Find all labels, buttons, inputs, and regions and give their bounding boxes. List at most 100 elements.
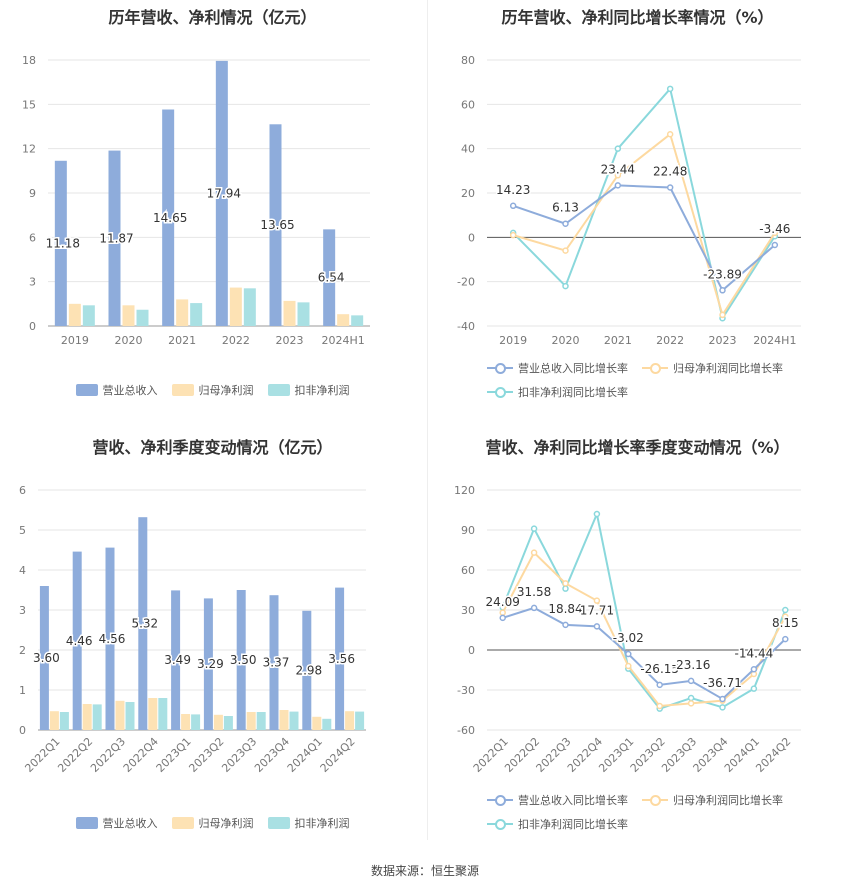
y-tick-label: 60 [461, 98, 475, 111]
x-tick-label: 2023Q4 [252, 735, 292, 775]
bar-net-profit [49, 711, 59, 730]
x-tick-label: 2023Q1 [154, 735, 194, 775]
legend-deducted-profit[interactable]: 扣非净利润 [267, 815, 350, 831]
quarterly-revenue-profit-chart: 0 1 2 3 4 5 6 3.60 2022Q1 4.46 2022Q2 4.56 2022Q3 5.3… [19, 484, 366, 775]
bar-net-profit [68, 303, 81, 326]
legend-revenue-growth[interactable]: 营业总收入同比增长率 [487, 360, 628, 376]
data-label: 17.94 [207, 186, 241, 200]
bar-deducted-profit [59, 712, 69, 730]
x-tick-label: 2022Q3 [88, 735, 128, 775]
legend-revenue[interactable]: 营业总收入 [75, 815, 158, 831]
data-label: 3.50 [230, 653, 257, 667]
data-label: 22.48 [653, 165, 687, 179]
x-tick-label: 2024Q2 [318, 735, 358, 775]
x-tick-label: 2019 [499, 334, 527, 347]
chart-legend: 营业总收入 归母净利润 扣非净利润 [0, 382, 425, 406]
bar-deducted-profit [289, 711, 299, 730]
bar-revenue [72, 551, 82, 730]
data-point-revenue-growth [530, 604, 538, 612]
data-point-deducted-growth [593, 510, 601, 518]
x-tick-label: 2022 [656, 334, 684, 347]
bar-deducted-profit [223, 716, 233, 730]
legend-net-profit[interactable]: 归母净利润 [171, 382, 254, 398]
y-tick-label: -40 [457, 320, 475, 333]
legend-deducted-growth[interactable]: 扣非净利润同比增长率 [487, 384, 628, 400]
bar-deducted-profit [136, 309, 149, 326]
data-point-net-growth [656, 702, 663, 710]
data-point-net-growth [562, 247, 569, 254]
data-point-net-growth [771, 229, 779, 237]
y-tick-label: 0 [19, 724, 26, 737]
legend-deducted-profit[interactable]: 扣非净利润 [267, 382, 350, 398]
bar-revenue [269, 124, 282, 327]
bar-net-profit [337, 314, 350, 326]
data-point-net-growth [499, 609, 506, 616]
series-line-revenue-growth [512, 184, 776, 292]
legend-net-growth[interactable]: 归母净利润同比增长率 [642, 360, 783, 376]
quarterly-growth-chart: -60-3003060901202022Q12022Q22022Q32022Q4… [454, 484, 801, 775]
bar-deducted-profit [92, 704, 102, 730]
bar-net-profit [115, 700, 125, 730]
data-point-deducted-growth [750, 685, 758, 692]
x-tick-label: 2024H1 [753, 334, 796, 347]
legend-net-growth[interactable]: 归母净利润同比增长率 [642, 792, 783, 808]
data-label: 24.09 [486, 595, 520, 609]
chart-legend: 营业总收入同比增长率 归母净利润同比增长率 扣非净利润同比增长率 [425, 360, 850, 408]
data-label: 31.58 [517, 585, 551, 599]
data-point-revenue-growth [614, 182, 622, 189]
y-tick-label: 12 [22, 143, 36, 156]
bar-revenue [203, 598, 213, 730]
x-tick-label: 2022 [222, 334, 250, 347]
legend-net-profit[interactable]: 归母净利润 [171, 815, 254, 831]
y-tick-label: 6 [29, 231, 36, 244]
bar-deducted-profit [355, 711, 365, 730]
legend-revenue[interactable]: 营业总收入 [75, 382, 158, 398]
y-tick-label: 1 [19, 684, 26, 697]
bar-net-profit [345, 711, 355, 730]
bar-deducted-profit [191, 714, 201, 730]
data-label: -14.44 [735, 646, 774, 660]
legend-revenue-growth[interactable]: 营业总收入同比增长率 [487, 792, 628, 808]
y-tick-label: 18 [22, 54, 36, 67]
x-tick-label: 2023 [709, 334, 737, 347]
x-tick-label: 2019 [61, 334, 89, 347]
bar-revenue [323, 229, 336, 326]
bar-revenue [138, 517, 148, 730]
data-point-deducted-growth [782, 606, 789, 614]
bar-revenue [335, 587, 345, 730]
data-label: 6.13 [552, 201, 579, 215]
bar-net-profit [312, 716, 322, 730]
bar-deducted-profit [322, 718, 332, 730]
bar-net-profit [279, 710, 289, 730]
x-tick-label: 2021 [168, 334, 196, 347]
bar-net-profit [82, 704, 92, 730]
panel-divider [427, 0, 428, 840]
data-point-net-growth [593, 597, 601, 604]
y-tick-label: 15 [22, 98, 36, 111]
chart-title: 历年营收、净利同比增长率情况（%） [501, 8, 774, 27]
data-point-net-growth [687, 700, 695, 707]
y-tick-label: 40 [461, 143, 475, 156]
bar-deducted-profit [158, 698, 168, 730]
x-tick-label: 2022Q2 [55, 735, 95, 775]
chart-title: 历年营收、净利情况（亿元） [108, 8, 317, 27]
bar-revenue [269, 595, 279, 730]
y-tick-label: 80 [461, 54, 475, 67]
series-line-deducted-growth [501, 510, 787, 710]
quarterly-revenue-profit-panel: 营收、净利季度变动情况（亿元） 0 1 2 3 4 5 6 3.60 2022Q1 4.46 202… [0, 430, 425, 860]
data-point-net-growth [530, 549, 538, 556]
data-label: 4.46 [66, 634, 93, 648]
chart-legend: 营业总收入同比增长率 归母净利润同比增长率 扣非净利润同比增长率 [425, 792, 850, 840]
chart-title: 营收、净利季度变动情况（亿元） [92, 438, 333, 457]
bar-revenue [171, 590, 181, 730]
data-point-deducted-growth [562, 282, 569, 290]
data-label: 3.56 [328, 652, 355, 666]
series-line-revenue-growth [502, 606, 786, 701]
x-tick-label: 2021 [604, 334, 632, 347]
data-point-revenue-growth [719, 695, 726, 703]
legend-deducted-growth[interactable]: 扣非净利润同比增长率 [487, 816, 628, 832]
y-tick-label: -30 [457, 684, 475, 697]
x-tick-label: 2023Q3 [219, 735, 259, 775]
bar-net-profit [229, 287, 242, 326]
data-label: 23.44 [601, 162, 635, 176]
